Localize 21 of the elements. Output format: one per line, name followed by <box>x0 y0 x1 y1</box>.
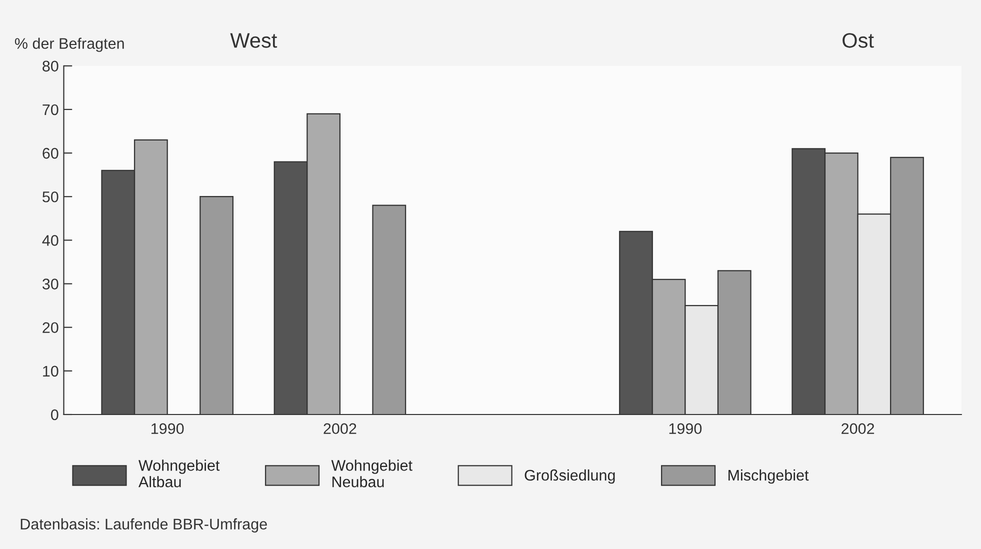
legend-label: Wohngebiet Neubau <box>331 460 412 488</box>
legend-label: Wohngebiet Altbau <box>138 460 220 488</box>
x-tick-label: 2002 <box>324 423 356 434</box>
y-tick-label: 80 <box>42 60 58 72</box>
y-tick-label: 40 <box>42 235 58 246</box>
y-axis-title: % der Befragten <box>14 38 124 52</box>
y-tick-label: 10 <box>43 366 58 377</box>
text: Ost <box>842 33 874 48</box>
text: Datenbasis: Laufende BBR-Umfrage <box>20 518 267 533</box>
x-tick-label: 1990 <box>152 423 184 434</box>
y-tick-label: 20 <box>42 322 58 334</box>
y-tick-label: 50 <box>42 191 58 202</box>
y-tick-label: 70 <box>42 104 58 116</box>
legend-label: Großsiedlung <box>524 469 615 484</box>
text: West <box>230 33 278 48</box>
x-tick-label: 2002 <box>842 423 874 434</box>
y-tick-label: 30 <box>42 278 58 290</box>
x-tick-label: 1990 <box>669 423 702 434</box>
y-tick-label: 60 <box>42 148 58 159</box>
y-tick-label: 0 <box>51 409 58 420</box>
legend-label: Mischgebiet <box>728 469 809 484</box>
